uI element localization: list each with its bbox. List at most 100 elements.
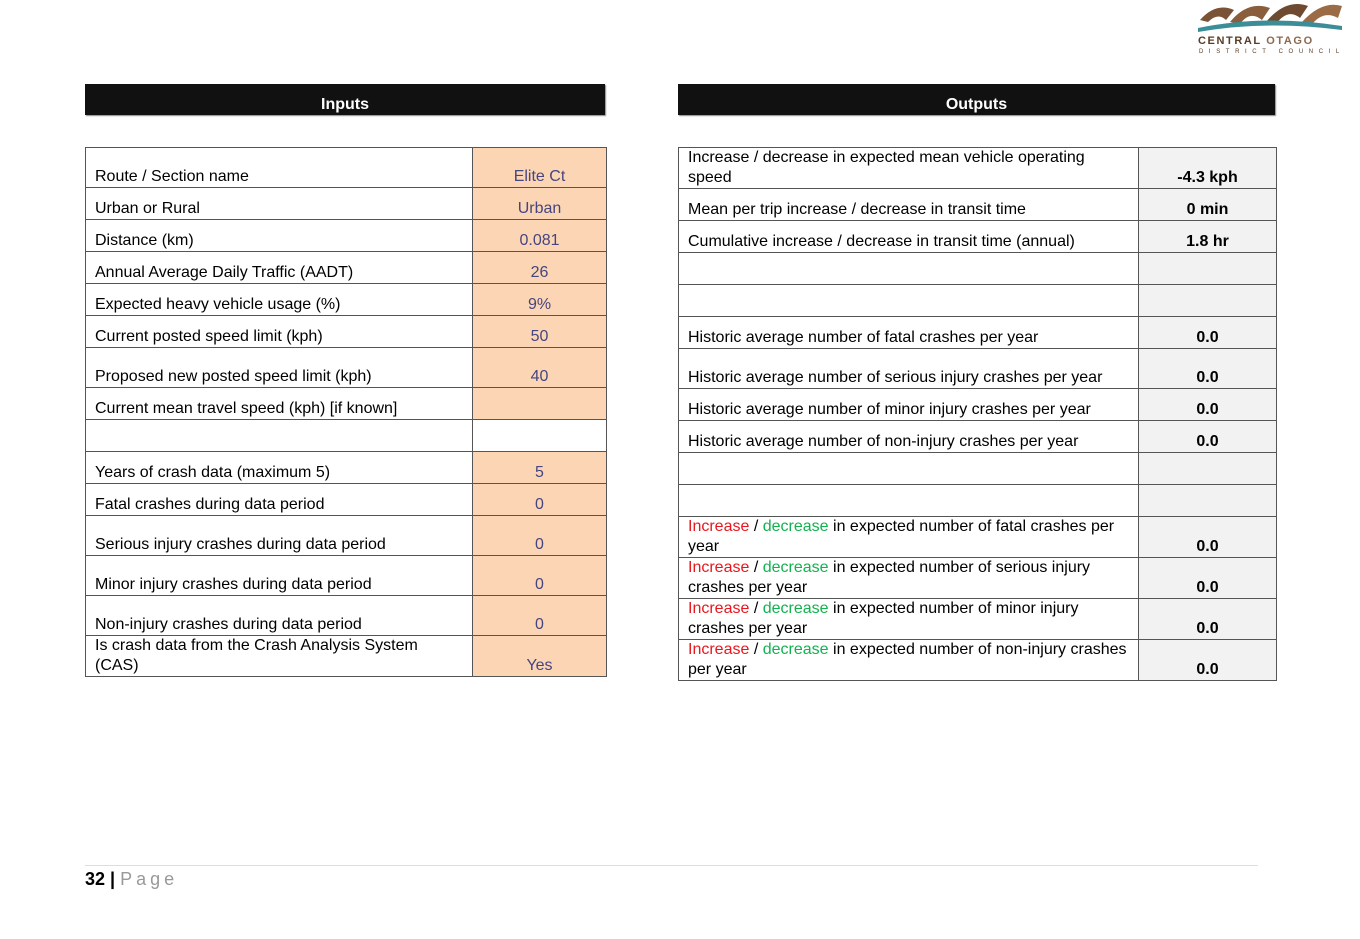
value: 0.0 — [1196, 369, 1219, 386]
row: Historic average number of serious injur… — [678, 348, 1277, 389]
label: Serious injury crashes during data perio… — [95, 536, 386, 553]
label-part: Increase — [688, 559, 750, 576]
row: Increase / decrease in expected mean veh… — [678, 147, 1277, 189]
value-cell: 0 — [472, 483, 607, 516]
label-cell: Increase / decrease in expected number o… — [678, 598, 1139, 640]
label-part: / — [753, 600, 759, 617]
row: Increase / decrease in expected number o… — [678, 639, 1277, 681]
row: Historic average number of minor injury … — [678, 388, 1277, 421]
label-cell: Is crash data from the Crash Analysis Sy… — [85, 635, 473, 677]
value-cell: 0 min — [1138, 188, 1277, 221]
value-cell: -4.3 kph — [1138, 147, 1277, 189]
value-cell: 0 — [472, 555, 607, 596]
value-cell: 0.0 — [1138, 598, 1277, 640]
row: Proposed new posted speed limit (kph) 40 — [85, 347, 607, 388]
value-cell: 0.0 — [1138, 388, 1277, 421]
label-part: in expected number of serious injury cra… — [688, 559, 1091, 596]
label-part: decrease — [762, 641, 829, 658]
label: Years of crash data (maximum 5) — [95, 464, 331, 481]
value: 26 — [530, 264, 549, 281]
row: Annual Average Daily Traffic (AADT) 26 — [85, 251, 607, 284]
label-cell: Cumulative increase / decrease in transi… — [678, 220, 1139, 253]
label-cell — [678, 252, 1139, 285]
row: Non-injury crashes during data period 0 — [85, 595, 607, 636]
row: Urban or Rural Urban — [85, 187, 607, 220]
label-cell: Historic average number of non-injury cr… — [678, 420, 1139, 453]
value-cell: 50 — [472, 315, 607, 348]
row — [678, 252, 1277, 285]
logo-subtext: DISTRICT COUNCIL — [1199, 49, 1345, 55]
label-cell: Increase / decrease in expected mean veh… — [678, 147, 1139, 189]
label: Non-injury crashes during data period — [95, 616, 362, 633]
value: 5 — [535, 464, 544, 481]
label: Current posted speed limit (kph) — [95, 328, 323, 345]
label-part: / — [753, 559, 759, 576]
value: 0.0 — [1196, 579, 1219, 596]
value-cell: 9% — [472, 283, 607, 316]
label-cell: Historic average number of serious injur… — [678, 348, 1139, 389]
label-cell — [85, 419, 473, 452]
label: Historic average number of fatal crashes… — [688, 329, 1039, 346]
value: 40 — [530, 368, 549, 385]
value-cell: 0.081 — [472, 219, 607, 252]
label-cell: Increase / decrease in expected number o… — [678, 557, 1139, 599]
value: 0.0 — [1196, 620, 1219, 637]
label-part: Increase — [688, 641, 750, 658]
label: Historic average number of minor injury … — [688, 401, 1091, 418]
label-cell: Minor injury crashes during data period — [85, 555, 473, 596]
value: 0 min — [1186, 201, 1229, 218]
value-cell: Yes — [472, 635, 607, 677]
row: Increase / decrease in expected number o… — [678, 557, 1277, 599]
value-cell — [472, 387, 607, 420]
value-cell — [472, 419, 607, 452]
label: Route / Section name — [95, 168, 249, 185]
row: Fatal crashes during data period 0 — [85, 483, 607, 516]
label-cell: Urban or Rural — [85, 187, 473, 220]
label: Distance (km) — [95, 232, 194, 249]
row: Minor injury crashes during data period 0 — [85, 555, 607, 596]
value-cell — [1138, 484, 1277, 517]
row — [678, 452, 1277, 485]
logo-text: CENTRAL OTAGO — [1198, 35, 1314, 47]
row — [678, 484, 1277, 517]
label: Expected heavy vehicle usage (%) — [95, 296, 341, 313]
row: Is crash data from the Crash Analysis Sy… — [85, 635, 607, 677]
row: Serious injury crashes during data perio… — [85, 515, 607, 556]
label-cell: Current mean travel speed (kph) [if know… — [85, 387, 473, 420]
value-cell: 0.0 — [1138, 420, 1277, 453]
label: Current mean travel speed (kph) [if know… — [95, 400, 398, 417]
label-cell: Proposed new posted speed limit (kph) — [85, 347, 473, 388]
value-cell: 0 — [472, 595, 607, 636]
label-cell — [678, 484, 1139, 517]
value: 9% — [527, 296, 552, 313]
value: 1.8 hr — [1186, 233, 1229, 250]
label: Annual Average Daily Traffic (AADT) — [95, 264, 354, 281]
label-part: / — [753, 641, 759, 658]
label-cell: Years of crash data (maximum 5) — [85, 451, 473, 484]
label-cell — [678, 452, 1139, 485]
label-part: Increase — [688, 600, 750, 617]
label-cell: Distance (km) — [85, 219, 473, 252]
row: Route / Section name Elite Ct — [85, 147, 607, 188]
row: Current mean travel speed (kph) [if know… — [85, 387, 607, 420]
row: Distance (km) 0.081 — [85, 219, 607, 252]
value: 0.0 — [1196, 329, 1219, 346]
label-cell: Non-injury crashes during data period — [85, 595, 473, 636]
value: 0.0 — [1196, 661, 1219, 678]
label-cell: Serious injury crashes during data perio… — [85, 515, 473, 556]
label: Minor injury crashes during data period — [95, 576, 372, 593]
label-cell: Increase / decrease in expected number o… — [678, 639, 1139, 681]
value-cell: 0.0 — [1138, 516, 1277, 558]
row: Historic average number of non-injury cr… — [678, 420, 1277, 453]
page-number: 32 — [85, 869, 106, 889]
value-cell: 0.0 — [1138, 316, 1277, 349]
inputs-table: Route / Section name Elite Ct Urban or Rur… — [85, 147, 607, 677]
label: Is crash data from the Crash Analysis Sy… — [95, 637, 418, 674]
label-part: decrease — [762, 518, 829, 535]
label-cell: Historic average number of fatal crashes… — [678, 316, 1139, 349]
row — [85, 419, 607, 452]
label-part: in expected number of minor injury crash… — [688, 600, 1079, 637]
label-cell: Annual Average Daily Traffic (AADT) — [85, 251, 473, 284]
value-cell: 1.8 hr — [1138, 220, 1277, 253]
row: Expected heavy vehicle usage (%) 9% — [85, 283, 607, 316]
